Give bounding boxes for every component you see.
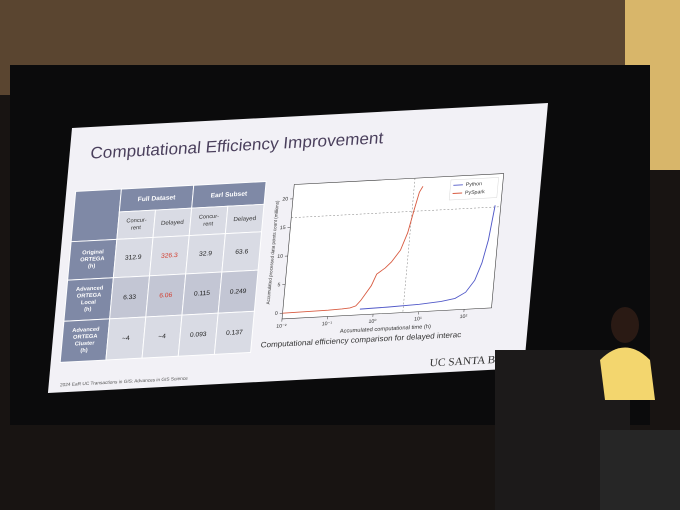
row-header-cell — [63, 277, 114, 322]
y-tick-label: 0 — [275, 311, 279, 317]
logo: UC SANTA BA — [429, 354, 505, 370]
series-line — [359, 205, 496, 310]
table-value: ~4 — [122, 335, 131, 342]
table-value: 32.9 — [199, 250, 213, 258]
subheader-text: Delayed — [161, 219, 184, 227]
row-header-text: AdvancedORTEGACluster(h) — [70, 327, 100, 355]
plot-area — [281, 173, 505, 320]
x-tick-label: 10⁻¹ — [321, 321, 332, 327]
x-axis-label: Accumulated computational time (h) — [340, 324, 432, 335]
slide-footer: 2024 EaR UC Transactions in GIS: Advance… — [60, 376, 189, 388]
table-value: 6.33 — [123, 294, 137, 302]
table-value: 0.249 — [229, 288, 247, 296]
header-text: Full Dataset — [137, 194, 176, 203]
table-right — [600, 430, 680, 510]
presenter-body — [600, 347, 655, 400]
legend-label: Python — [465, 181, 482, 188]
table-cell — [213, 310, 255, 355]
x-tick-label: 10² — [459, 314, 467, 320]
header-text: Earl Subset — [210, 191, 248, 200]
table-value: 312.9 — [125, 254, 143, 262]
table-value: 0.115 — [194, 290, 211, 298]
subheader-cell — [188, 205, 229, 237]
slide: Computational Efficiency Improvement 202… — [47, 102, 549, 394]
table-value: 6.06 — [159, 292, 173, 300]
subheader-text: Concur-rent — [125, 218, 147, 232]
presenter-head — [611, 307, 639, 343]
x-tick-label: 10¹ — [414, 316, 422, 322]
legend-swatch — [452, 192, 463, 194]
table-value: ~4 — [158, 333, 167, 340]
subheader-text: Delayed — [233, 215, 256, 223]
row-header-text: AdvancedORTEGALocal(h) — [74, 286, 104, 314]
table-corner — [70, 188, 122, 243]
table-value: 63.6 — [235, 248, 249, 256]
legend-swatch — [453, 184, 463, 186]
row-header-text: OriginalORTEGA(h) — [79, 250, 105, 271]
reference-line — [402, 178, 416, 313]
x-tick-label: 10⁻² — [276, 323, 287, 329]
subheader-cell — [116, 209, 157, 240]
y-tick-label: 20 — [282, 197, 288, 203]
chart: 10⁻² 10⁻¹ 10⁰ 10¹ 10² 0 5 10 15 20 Accumulated com… — [265, 173, 505, 335]
table-value: 0.137 — [226, 329, 244, 337]
row-header-cell — [59, 318, 111, 363]
y-tick-label: 15 — [280, 225, 286, 231]
x-tick-label: 10⁰ — [368, 319, 376, 325]
table-value: 326.3 — [161, 252, 179, 260]
subheader-text: Concur-rent — [198, 214, 220, 228]
table-value: 0.093 — [190, 331, 208, 339]
legend-box — [448, 177, 499, 201]
series-line — [282, 186, 424, 314]
table: Full Dataset Earl Subset Concur-rent Delaye… — [59, 180, 267, 363]
y-tick-label: 5 — [277, 282, 281, 288]
reference-line — [291, 206, 501, 218]
y-tick-label: 10 — [277, 254, 283, 260]
legend-label: PySpark — [465, 189, 486, 196]
